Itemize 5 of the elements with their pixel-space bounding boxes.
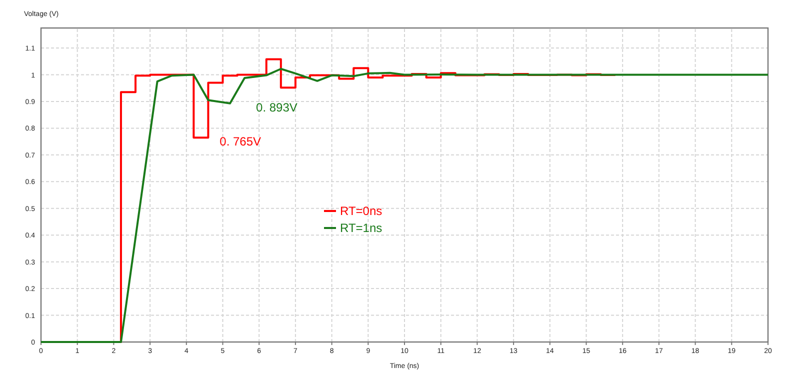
annotation: 0. 765V — [220, 134, 262, 149]
legend-label: RT=0ns — [340, 204, 382, 218]
annotation: 0. 893V — [256, 100, 298, 114]
legend-label: RT=1ns — [340, 221, 382, 235]
line-series — [40, 68, 769, 343]
